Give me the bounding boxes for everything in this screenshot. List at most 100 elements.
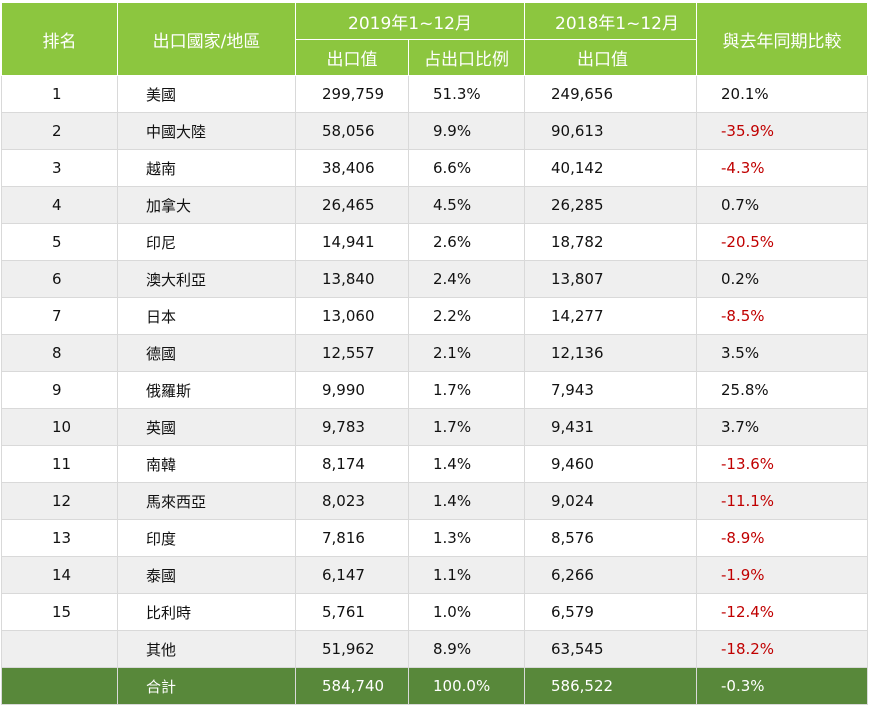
share-cell: 2.2% bbox=[408, 297, 525, 335]
share-cell: 1.4% bbox=[408, 445, 525, 483]
country-cell: 澳大利亞 bbox=[117, 260, 296, 298]
share-cell: 1.7% bbox=[408, 371, 525, 409]
table-row: 4 加拿大 26,465 4.5% 26,285 0.7% bbox=[1, 186, 868, 224]
value-2018-cell: 13,807 bbox=[524, 260, 697, 298]
value-2018-cell: 9,024 bbox=[524, 482, 697, 520]
table-footer: 合計 584,740 100.0% 586,522 -0.3% bbox=[1, 667, 868, 705]
total-value-2018: 586,522 bbox=[524, 667, 697, 705]
value-2019-cell: 13,060 bbox=[295, 297, 409, 335]
yoy-cell: -13.6% bbox=[696, 445, 868, 483]
yoy-cell: -20.5% bbox=[696, 223, 868, 261]
yoy-cell: -18.2% bbox=[696, 630, 868, 668]
share-cell: 2.4% bbox=[408, 260, 525, 298]
value-2018-cell: 90,613 bbox=[524, 112, 697, 150]
share-cell: 8.9% bbox=[408, 630, 525, 668]
header-export-value-2019: 出口值 bbox=[295, 39, 409, 76]
yoy-cell: -8.9% bbox=[696, 519, 868, 557]
rank-cell: 5 bbox=[1, 223, 118, 261]
value-2018-cell: 6,266 bbox=[524, 556, 697, 594]
table-row: 15 比利時 5,761 1.0% 6,579 -12.4% bbox=[1, 593, 868, 631]
table-header: 排名 出口國家/地區 2019年1~12月 2018年1~12月 與去年同期比較… bbox=[1, 2, 868, 76]
country-cell: 比利時 bbox=[117, 593, 296, 631]
country-cell: 中國大陸 bbox=[117, 112, 296, 150]
share-cell: 4.5% bbox=[408, 186, 525, 224]
rank-cell: 1 bbox=[1, 75, 118, 113]
table-row: 6 澳大利亞 13,840 2.4% 13,807 0.2% bbox=[1, 260, 868, 298]
value-2019-cell: 14,941 bbox=[295, 223, 409, 261]
country-cell: 俄羅斯 bbox=[117, 371, 296, 409]
table-row: 3 越南 38,406 6.6% 40,142 -4.3% bbox=[1, 149, 868, 187]
value-2018-cell: 9,431 bbox=[524, 408, 697, 446]
share-cell: 51.3% bbox=[408, 75, 525, 113]
rank-cell: 10 bbox=[1, 408, 118, 446]
header-export-share: 占出口比例 bbox=[408, 39, 525, 76]
table-row: 其他 51,962 8.9% 63,545 -18.2% bbox=[1, 630, 868, 668]
table-row: 14 泰國 6,147 1.1% 6,266 -1.9% bbox=[1, 556, 868, 594]
table-row: 11 南韓 8,174 1.4% 9,460 -13.6% bbox=[1, 445, 868, 483]
table-body: 1 美國 299,759 51.3% 249,656 20.1% 2 中國大陸 58,056 9.… bbox=[1, 75, 868, 668]
header-period-2018: 2018年1~12月 bbox=[524, 2, 697, 40]
rank-cell: 6 bbox=[1, 260, 118, 298]
share-cell: 1.3% bbox=[408, 519, 525, 557]
total-yoy: -0.3% bbox=[696, 667, 868, 705]
table-row: 9 俄羅斯 9,990 1.7% 7,943 25.8% bbox=[1, 371, 868, 409]
value-2018-cell: 6,579 bbox=[524, 593, 697, 631]
table-row: 12 馬來西亞 8,023 1.4% 9,024 -11.1% bbox=[1, 482, 868, 520]
share-cell: 6.6% bbox=[408, 149, 525, 187]
yoy-cell: -12.4% bbox=[696, 593, 868, 631]
total-row: 合計 584,740 100.0% 586,522 -0.3% bbox=[1, 667, 868, 705]
yoy-cell: 3.5% bbox=[696, 334, 868, 372]
country-cell: 日本 bbox=[117, 297, 296, 335]
total-rank bbox=[1, 667, 118, 705]
share-cell: 1.0% bbox=[408, 593, 525, 631]
header-country: 出口國家/地區 bbox=[117, 2, 296, 76]
header-rank: 排名 bbox=[1, 2, 118, 76]
header-period-2019: 2019年1~12月 bbox=[295, 2, 525, 40]
rank-cell: 11 bbox=[1, 445, 118, 483]
value-2019-cell: 5,761 bbox=[295, 593, 409, 631]
value-2019-cell: 51,962 bbox=[295, 630, 409, 668]
yoy-cell: -11.1% bbox=[696, 482, 868, 520]
value-2019-cell: 13,840 bbox=[295, 260, 409, 298]
value-2019-cell: 58,056 bbox=[295, 112, 409, 150]
rank-cell bbox=[1, 630, 118, 668]
share-cell: 2.1% bbox=[408, 334, 525, 372]
total-label: 合計 bbox=[117, 667, 296, 705]
rank-cell: 2 bbox=[1, 112, 118, 150]
value-2018-cell: 40,142 bbox=[524, 149, 697, 187]
value-2019-cell: 8,023 bbox=[295, 482, 409, 520]
country-cell: 泰國 bbox=[117, 556, 296, 594]
value-2019-cell: 8,174 bbox=[295, 445, 409, 483]
value-2019-cell: 12,557 bbox=[295, 334, 409, 372]
country-cell: 英國 bbox=[117, 408, 296, 446]
yoy-cell: 0.2% bbox=[696, 260, 868, 298]
header-export-value-2018: 出口值 bbox=[524, 39, 697, 76]
share-cell: 9.9% bbox=[408, 112, 525, 150]
rank-cell: 12 bbox=[1, 482, 118, 520]
table-row: 10 英國 9,783 1.7% 9,431 3.7% bbox=[1, 408, 868, 446]
value-2018-cell: 26,285 bbox=[524, 186, 697, 224]
value-2018-cell: 14,277 bbox=[524, 297, 697, 335]
value-2019-cell: 6,147 bbox=[295, 556, 409, 594]
rank-cell: 4 bbox=[1, 186, 118, 224]
yoy-cell: 3.7% bbox=[696, 408, 868, 446]
value-2018-cell: 7,943 bbox=[524, 371, 697, 409]
share-cell: 2.6% bbox=[408, 223, 525, 261]
rank-cell: 14 bbox=[1, 556, 118, 594]
total-share: 100.0% bbox=[408, 667, 525, 705]
share-cell: 1.1% bbox=[408, 556, 525, 594]
country-cell: 其他 bbox=[117, 630, 296, 668]
value-2018-cell: 9,460 bbox=[524, 445, 697, 483]
table-row: 1 美國 299,759 51.3% 249,656 20.1% bbox=[1, 75, 868, 113]
rank-cell: 3 bbox=[1, 149, 118, 187]
value-2019-cell: 7,816 bbox=[295, 519, 409, 557]
share-cell: 1.7% bbox=[408, 408, 525, 446]
country-cell: 越南 bbox=[117, 149, 296, 187]
yoy-cell: -1.9% bbox=[696, 556, 868, 594]
total-value-2019: 584,740 bbox=[295, 667, 409, 705]
rank-cell: 9 bbox=[1, 371, 118, 409]
rank-cell: 8 bbox=[1, 334, 118, 372]
value-2018-cell: 63,545 bbox=[524, 630, 697, 668]
yoy-cell: 20.1% bbox=[696, 75, 868, 113]
